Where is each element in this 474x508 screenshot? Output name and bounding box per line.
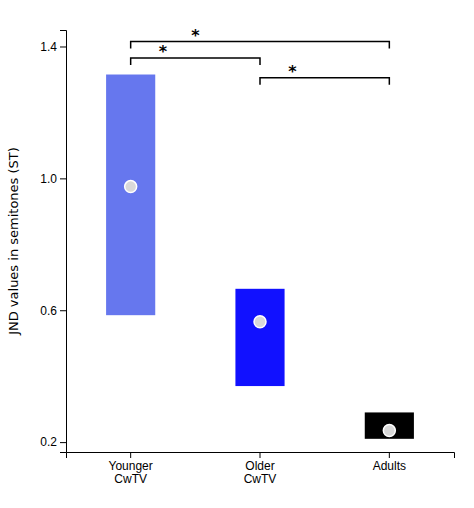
y-tick: 0.2 bbox=[40, 435, 66, 449]
chart: 0.20.61.01.4YoungerCwTVOlderCwTVAdults**… bbox=[0, 0, 474, 508]
y-tick-label: 1.4 bbox=[40, 40, 57, 54]
y-axis-title: JND values in semitones (ST) bbox=[6, 147, 21, 336]
x-tick-label: OlderCwTV bbox=[244, 459, 277, 487]
y-axis-line bbox=[60, 31, 67, 453]
x-tick: YoungerCwTV bbox=[109, 452, 153, 486]
median-marker bbox=[125, 181, 137, 193]
x-axis-line bbox=[67, 453, 455, 459]
y-tick: 1.0 bbox=[40, 172, 66, 186]
y-tick-label: 0.6 bbox=[40, 304, 57, 318]
y-tick: 0.6 bbox=[40, 304, 66, 318]
range-bar bbox=[106, 75, 155, 316]
significance-label: * bbox=[159, 42, 168, 61]
x-tick-mark bbox=[130, 452, 131, 458]
significance-label: * bbox=[191, 26, 200, 45]
range-bar bbox=[365, 412, 414, 438]
plot: 0.20.61.01.4YoungerCwTVOlderCwTVAdults**… bbox=[40, 26, 454, 487]
x-tick: OlderCwTV bbox=[244, 452, 277, 486]
y-tick: 1.4 bbox=[40, 40, 66, 54]
x-axis: YoungerCwTV OlderCwTV Adults bbox=[67, 452, 455, 486]
significance-bar bbox=[260, 78, 389, 85]
significance-label: * bbox=[288, 62, 297, 81]
significance bbox=[131, 42, 390, 85]
range-bar bbox=[235, 289, 284, 386]
x-tick: Adults bbox=[373, 452, 406, 473]
y-tick-mark bbox=[60, 310, 66, 311]
marks bbox=[106, 75, 414, 439]
x-tick-mark bbox=[260, 452, 261, 458]
y-tick-mark bbox=[60, 442, 66, 443]
y-tick-mark bbox=[60, 178, 66, 179]
median-marker bbox=[383, 425, 395, 437]
significance-bar bbox=[131, 42, 390, 49]
y-axis: 0.2 0.6 1.0 1.4 bbox=[40, 31, 66, 453]
x-tick-label: Adults bbox=[373, 459, 406, 473]
y-tick-label: 1.0 bbox=[40, 172, 57, 186]
significance-bar bbox=[131, 58, 260, 65]
y-tick-mark bbox=[60, 46, 66, 47]
x-tick-label: YoungerCwTV bbox=[109, 459, 153, 487]
y-tick-label: 0.2 bbox=[40, 435, 57, 449]
significance-labels: * * * bbox=[159, 26, 297, 81]
median-marker bbox=[254, 316, 266, 328]
x-tick-mark bbox=[389, 452, 390, 458]
